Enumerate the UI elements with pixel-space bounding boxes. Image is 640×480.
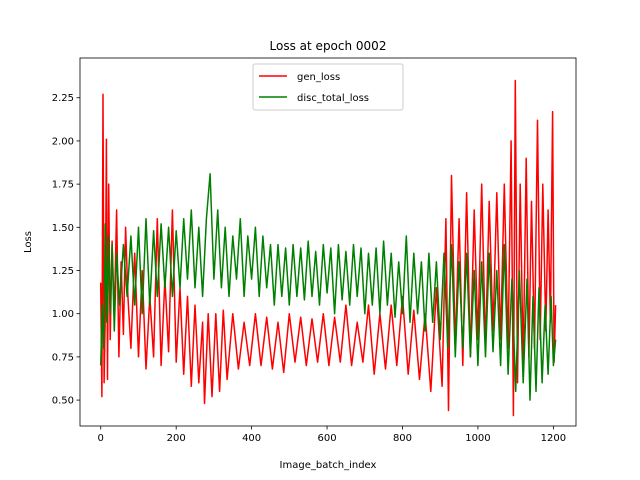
- legend-label-gen-loss: gen_loss: [297, 72, 340, 83]
- y-tick-label: 1.75: [52, 180, 74, 191]
- x-tick-label: 1200: [541, 433, 566, 444]
- y-tick-label: 0.75: [52, 352, 74, 363]
- x-tick-label: 200: [167, 433, 186, 444]
- y-tick-label: 2.00: [52, 136, 74, 147]
- x-tick-label: 0: [98, 433, 104, 444]
- chart-title: Loss at epoch 0002: [270, 39, 387, 53]
- legend-label-disc-total-loss: disc_total_loss: [297, 93, 369, 104]
- y-tick-label: 1.00: [52, 309, 74, 320]
- x-tick-label: 800: [393, 433, 412, 444]
- y-axis: 0.50 0.75 1.00 1.25 1.50 1.75 2.00 2.25: [52, 93, 80, 407]
- x-tick-label: 1000: [465, 433, 490, 444]
- y-tick-label: 1.25: [52, 266, 74, 277]
- y-tick-label: 2.25: [52, 93, 74, 104]
- x-tick-label: 600: [318, 433, 337, 444]
- plot-area: [99, 79, 557, 417]
- x-axis: 0 200 400 600 800 1000 1200: [98, 426, 566, 444]
- x-tick-label: 400: [242, 433, 261, 444]
- y-axis-label: Loss: [23, 231, 34, 253]
- legend: gen_loss disc_total_loss: [252, 63, 404, 111]
- legend-box: [252, 63, 404, 111]
- y-tick-label: 0.50: [52, 396, 74, 407]
- y-tick-label: 1.50: [52, 223, 74, 234]
- series-line-disc-total-loss: [99, 173, 557, 401]
- axes-frame: [79, 57, 577, 427]
- x-axis-label: Image_batch_index: [280, 460, 377, 471]
